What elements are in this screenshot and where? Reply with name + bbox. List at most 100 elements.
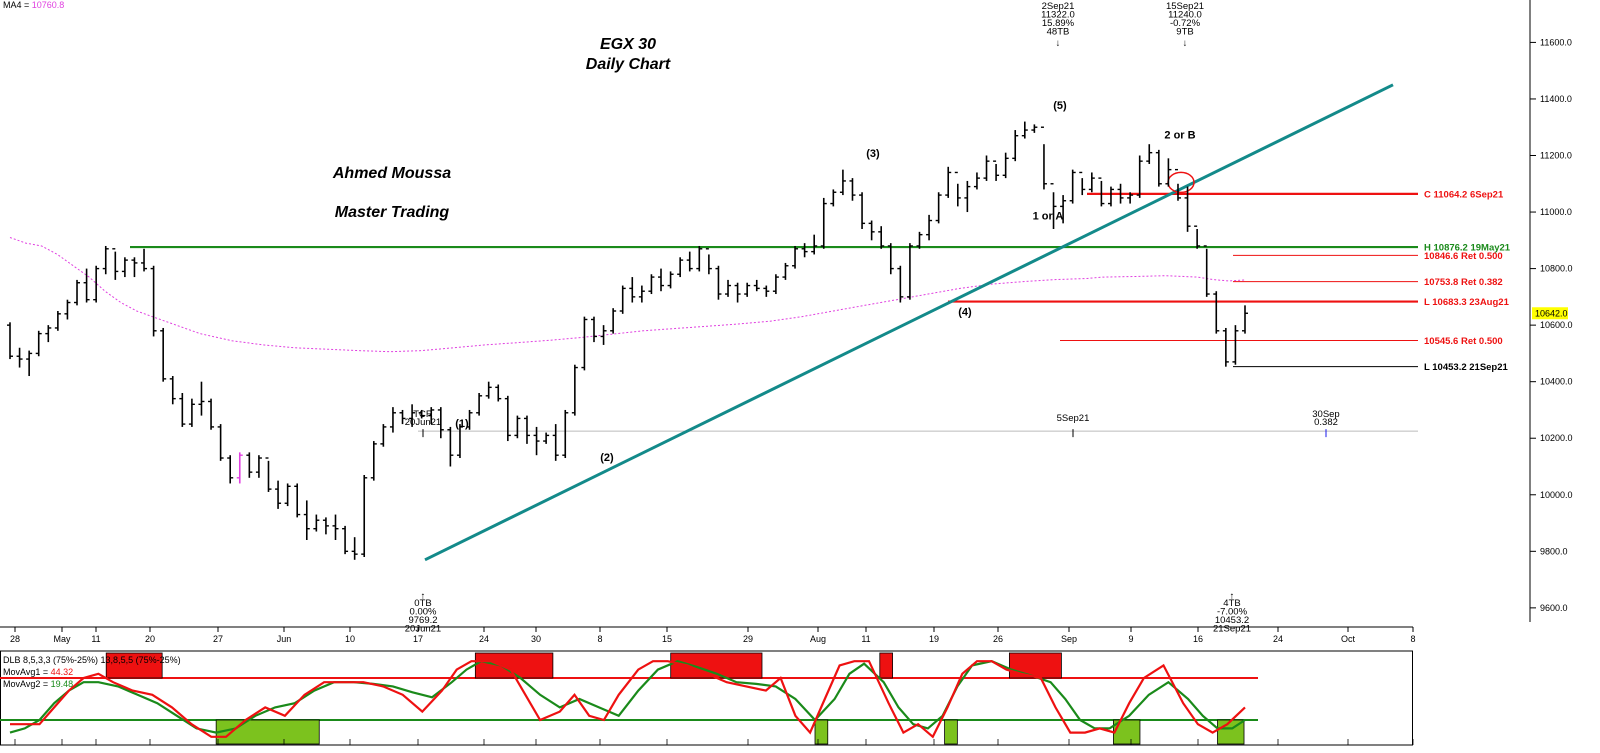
ohlc-bar [533, 426, 540, 456]
ohlc-bar [878, 226, 885, 249]
ohlc-bar [246, 452, 253, 478]
ohlc-bar [964, 180, 971, 213]
price-tick-label: 9600.0 [1540, 603, 1568, 613]
ohlc-bar [428, 407, 435, 425]
author-company: Master Trading [335, 204, 450, 221]
ohlc-bar [1155, 149, 1162, 187]
oscillator-title: DLB 8,5,3,3 (75%-25%) 13,8,5,5 (75%-25%) [3, 655, 181, 665]
price-tick-label: 11000.0 [1540, 207, 1572, 217]
ohlc-bar [629, 277, 636, 303]
ohlc-bar [849, 178, 856, 201]
time-tick-label: Jun [277, 634, 292, 644]
time-tick-label: 16 [1193, 634, 1203, 644]
top-annotation-line: 2Sep21 [1042, 1, 1075, 12]
wave-label: (5) [1053, 100, 1067, 112]
wave-label: (3) [866, 148, 880, 160]
time-tick-label: 24 [479, 634, 489, 644]
price-tick-label: 11600.0 [1540, 37, 1572, 47]
ohlc-bar [945, 166, 952, 198]
ohlc-bar [1146, 144, 1153, 164]
price-tick-label: 10400.0 [1540, 377, 1573, 387]
time-tick-label: 10 [345, 634, 355, 644]
ohlc-bar [380, 424, 387, 447]
time-tick-label: 19 [929, 634, 939, 644]
osc-fast-line [10, 660, 1246, 739]
ohlc-bar [1069, 169, 1076, 204]
ohlc-bar [801, 243, 808, 258]
ohlc-bar [54, 311, 61, 331]
bottom-annotation-line: 4TB [1223, 598, 1240, 609]
ohlc-bar [26, 350, 33, 377]
movavg2-label: MovAvg2 = 19.48 [3, 679, 73, 689]
ohlc-bar [1050, 183, 1057, 230]
ohlc-bar [906, 243, 913, 300]
oscillator-layer [0, 650, 1414, 746]
ohlc-bar [725, 279, 732, 297]
ohlc-bar [859, 192, 866, 230]
ohlc-bar [1002, 152, 1009, 179]
ohlc-bar [217, 424, 224, 461]
ohlc-bar [169, 376, 176, 405]
ohlc-bar [811, 234, 818, 255]
up-arrow-icon: ↑ [421, 591, 426, 602]
movavg1-label: MovAvg1 = 44.32 [3, 667, 73, 677]
ohlc-bar [1232, 325, 1239, 365]
ohlc-bar [926, 214, 933, 241]
ma-line [9, 237, 1246, 353]
cycle-marker-label: 0.382 [1314, 417, 1338, 428]
top-annotation-line: 9TB [1176, 27, 1193, 38]
osc-signal-box [814, 719, 829, 745]
top-annotation-line: 48TB [1047, 27, 1070, 38]
ohlc-bar [322, 517, 329, 535]
ohlc-bar [35, 330, 42, 357]
osc-slow-line [9, 660, 1246, 734]
ohlc-bar [552, 424, 559, 461]
ohlc-bar [275, 480, 282, 509]
time-tick-label: Sep [1061, 634, 1077, 644]
ohlc-bar [734, 282, 741, 303]
ohlc-bar [772, 274, 779, 295]
up-arrow-icon: ↑ [1230, 591, 1235, 602]
oscillator-frame [0, 650, 1413, 746]
ohlc-bar [954, 171, 961, 207]
ohlc-bar [839, 169, 846, 196]
ohlc-bar [830, 189, 837, 207]
ma-indicator-value: 10760.8 [32, 0, 65, 10]
price-tick-label: 10600.0 [1540, 320, 1573, 330]
time-tick-label: 27 [213, 634, 223, 644]
time-tick-label: 11 [861, 634, 870, 644]
ohlc-bar [1242, 305, 1248, 334]
ohlc-bar [658, 268, 665, 292]
ohlc-bar [294, 483, 301, 518]
ohlc-bar [820, 197, 827, 249]
ohlc-bar [935, 192, 942, 224]
ohlc-bar [236, 452, 243, 484]
ohlc-bar [255, 455, 262, 478]
ohlc-bar [1021, 121, 1028, 139]
time-tick-label: 9 [1128, 634, 1133, 644]
ohlc-bar [1136, 155, 1143, 198]
ohlc-bar [313, 514, 320, 532]
ohlc-bar [1088, 172, 1095, 193]
bottom-annotation-line: 21Sep21 [1213, 624, 1251, 635]
ohlc-bar [284, 483, 291, 507]
top-annotation-line: 11322.0 [1041, 10, 1075, 21]
ohlc-bar [1107, 186, 1114, 207]
ohlc-bar [1127, 192, 1134, 204]
ohlc-bar [648, 274, 655, 295]
time-tick-label: 24 [1273, 634, 1283, 644]
osc-signal-box [879, 652, 893, 679]
bottom-annotation-line: 10453.2 [1215, 615, 1249, 626]
moving-average-layer [9, 237, 1246, 353]
ohlc-bar [514, 415, 521, 439]
time-tick-label: 28 [10, 634, 20, 644]
osc-signal-box [105, 652, 163, 679]
ohlc-bar [332, 514, 339, 541]
time-tick-label: 8 [597, 634, 602, 644]
ohlc-bar [198, 381, 205, 416]
ohlc-bar [696, 245, 703, 272]
ohlc-bar [150, 265, 157, 337]
ohlc-bar [1079, 171, 1086, 196]
